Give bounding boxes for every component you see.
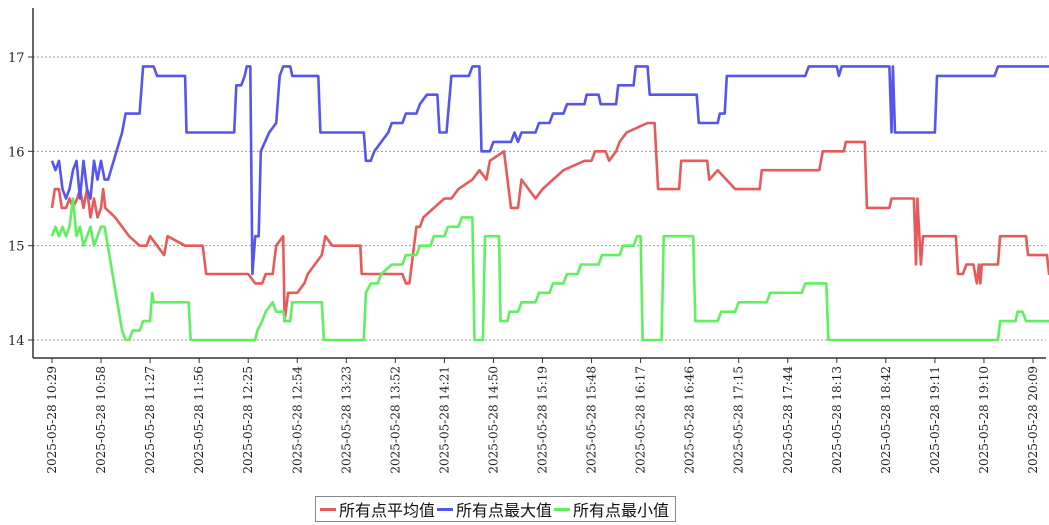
x-tick-label: 2025-05-28 16:46 (683, 366, 697, 474)
y-tick-label: 15 (8, 240, 25, 255)
x-tick-label: 2025-05-28 12:25 (241, 366, 255, 474)
series-lines (50, 65, 1049, 342)
x-tick-label: 2025-05-28 10:58 (94, 366, 108, 474)
x-tick-label: 2025-05-28 17:44 (781, 366, 795, 474)
y-tick-label: 16 (8, 145, 25, 160)
x-tick-label: 2025-05-28 11:56 (192, 366, 206, 474)
legend: 所有点平均值 所有点最大值 所有点最小值 (315, 496, 677, 522)
legend-label-max: 所有点最大值 (456, 501, 553, 520)
axes (32, 8, 1046, 359)
x-tick-label: 2025-05-28 14:50 (486, 366, 500, 474)
y-tick-label: 14 (8, 334, 25, 349)
series-line-2 (50, 197, 1049, 342)
legend-item-average: 所有点平均值 (320, 497, 435, 521)
x-tick-label: 2025-05-28 15:48 (585, 366, 599, 474)
x-axis-ticks: 2025-05-28 10:29 2025-05-28 10:58 2025-05-… (45, 358, 1040, 474)
y-axis-ticks: 14 15 16 17 (8, 51, 33, 349)
legend-swatch-min (554, 507, 571, 511)
x-tick-label: 2025-05-28 13:52 (388, 366, 402, 474)
legend-swatch-average (320, 507, 336, 511)
x-tick-label: 2025-05-28 19:11 (928, 366, 942, 474)
x-tick-label: 2025-05-28 10:29 (45, 366, 59, 474)
legend-label-min: 所有点最小值 (573, 501, 670, 520)
x-tick-label: 2025-05-28 14:21 (437, 366, 451, 474)
series-line-1 (50, 65, 1049, 276)
x-tick-label: 2025-05-28 20:09 (1026, 366, 1040, 474)
x-tick-label: 2025-05-28 18:42 (879, 366, 893, 474)
x-tick-label: 2025-05-28 12:54 (290, 366, 304, 474)
x-tick-label: 2025-05-28 17:15 (732, 366, 746, 474)
x-tick-label: 2025-05-28 15:19 (536, 366, 550, 474)
y-tick-label: 17 (8, 51, 25, 66)
series-line-0 (50, 121, 1049, 323)
legend-item-max: 所有点最大值 (437, 497, 552, 521)
legend-item-min: 所有点最小值 (554, 497, 669, 521)
x-tick-label: 2025-05-28 16:17 (634, 366, 648, 474)
x-tick-label: 2025-05-28 19:10 (977, 366, 991, 474)
legend-swatch-max (437, 507, 454, 511)
x-tick-label: 2025-05-28 13:23 (339, 366, 353, 474)
legend-label-average: 所有点平均值 (339, 501, 436, 520)
x-tick-label: 2025-05-28 18:13 (830, 366, 844, 474)
x-tick-label: 2025-05-28 11:27 (143, 366, 157, 474)
